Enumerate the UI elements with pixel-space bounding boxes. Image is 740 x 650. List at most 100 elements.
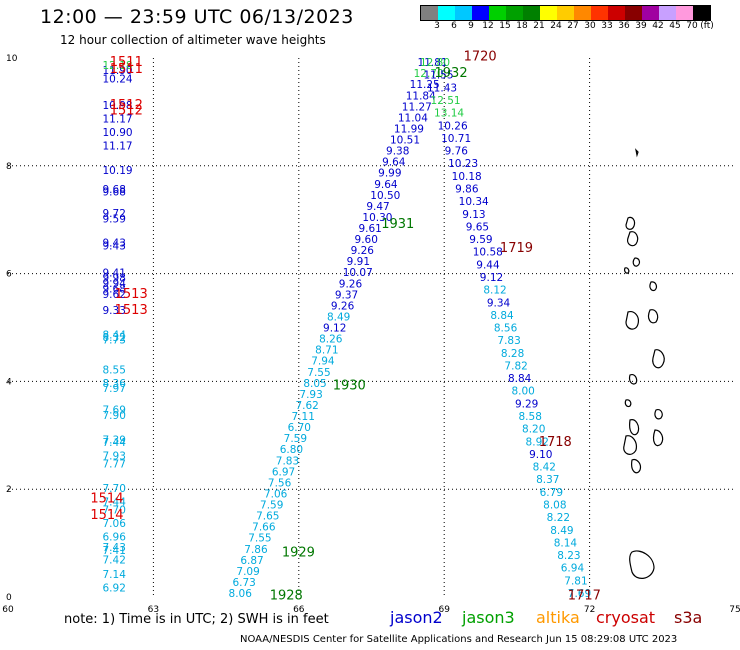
colorbar-swatch	[591, 6, 608, 20]
colorbar-swatch	[659, 6, 676, 20]
colorbar-label: 36	[618, 21, 630, 31]
wave-height-value: 7.55	[307, 367, 330, 379]
wave-height-value: 7.81	[564, 575, 587, 587]
wave-height-value: 9.43	[103, 240, 126, 252]
island-outline	[624, 399, 632, 408]
colorbar-swatch	[472, 6, 489, 20]
wave-height-value: 9.98	[103, 273, 126, 285]
wave-height-value: 10.58	[473, 247, 503, 259]
wave-height-value: 8.22	[547, 512, 570, 524]
wave-height-value: 9.12	[323, 323, 346, 335]
wave-height-value: 6.80	[280, 444, 303, 456]
pass-time-label: 1720	[464, 50, 497, 65]
wave-height-value: 9.64	[382, 157, 406, 169]
wave-height-value: 8.84	[490, 310, 514, 322]
wave-height-value: 9.41	[103, 267, 126, 279]
colorbar-swatch	[642, 6, 659, 20]
colorbar-label: 3	[434, 21, 440, 31]
footnote: note: 1) Time is in UTC; 2) SWH is in fe…	[64, 612, 329, 627]
wave-height-value: 10.24	[103, 73, 133, 85]
colorbar-swatch	[421, 6, 438, 20]
wave-height-value: 9.43	[103, 238, 126, 250]
y-tick-label: 4	[6, 377, 12, 387]
wave-height-value: 8.05	[303, 378, 326, 390]
wave-height-value: 11.81	[418, 57, 448, 69]
colorbar-swatch	[489, 6, 506, 20]
colorbar-label: 15	[499, 21, 511, 31]
wave-height-value: 8.00	[511, 386, 534, 398]
pass-time-label: 1928	[270, 589, 303, 604]
wave-height-colorbar	[420, 5, 711, 21]
x-tick-label: 69	[438, 605, 450, 615]
wave-height-value: 7.69	[568, 588, 591, 600]
wave-height-value: 9.33	[103, 305, 126, 317]
wave-height-value: 7.41	[103, 545, 126, 557]
colorbar-label: 9	[468, 21, 474, 31]
wave-height-value: 11.17	[103, 114, 133, 126]
wave-height-value: 7.44	[103, 496, 127, 508]
pass-time-label: 1512	[110, 104, 143, 119]
wave-height-value: 8.49	[327, 311, 350, 323]
island-outline	[623, 435, 637, 455]
credit-line: NOAA/NESDIS Center for Satellite Applica…	[240, 634, 678, 645]
pass-time-label: 1511	[110, 62, 143, 77]
wave-height-value: 8.71	[315, 345, 338, 357]
island-outline	[635, 148, 639, 158]
colorbar-label: 24	[550, 21, 562, 31]
x-tick-label: 66	[293, 605, 305, 615]
wave-height-value: 8.49	[550, 525, 573, 537]
wave-height-value: 8.08	[543, 500, 566, 512]
wave-height-value: 10.90	[103, 127, 133, 139]
wave-height-value: 8.84	[508, 373, 532, 385]
island-outline	[647, 309, 659, 324]
wave-height-value: 9.34	[487, 297, 511, 309]
wave-height-value: 7.82	[504, 360, 527, 372]
wave-height-value: 7.43	[103, 542, 126, 554]
colorbar-swatch	[557, 6, 574, 20]
wave-height-value: 12.51	[431, 95, 461, 107]
colorbar-label: 6	[451, 21, 457, 31]
pass-time-label: 1719	[500, 241, 533, 256]
wave-height-value: 11.99	[394, 123, 424, 135]
wave-height-value: 8.56	[494, 323, 518, 335]
wave-height-value: 8.06	[229, 588, 253, 600]
colorbar-swatch	[625, 6, 642, 20]
wave-height-value: 9.68	[103, 186, 126, 198]
x-tick-label: 60	[2, 605, 14, 615]
wave-height-value: 12.70	[414, 68, 444, 80]
wave-height-value: 7.11	[292, 411, 315, 423]
colorbar-swatch	[523, 6, 540, 20]
wave-height-value: 6.73	[232, 577, 255, 589]
x-tick-label: 75	[729, 605, 740, 615]
wave-height-value: 9.59	[103, 213, 126, 225]
wave-height-value: 7.77	[103, 459, 126, 471]
wave-height-value: 8.58	[519, 411, 542, 423]
wave-height-value: 10.71	[441, 133, 471, 145]
pass-time-label: 1513	[115, 303, 148, 318]
legend-cryosat: cryosat	[596, 608, 656, 627]
wave-height-value: 9.60	[355, 234, 378, 246]
colorbar-label: 42	[652, 21, 664, 31]
wave-height-value: 9.68	[103, 184, 126, 196]
pass-time-label: 1931	[381, 217, 414, 232]
wave-height-value: 10.19	[103, 165, 133, 177]
wave-height-value: 9.26	[331, 300, 355, 312]
wave-height-value: 7.39	[103, 434, 126, 446]
island-outline	[625, 216, 636, 230]
wave-height-value: 7.42	[103, 555, 126, 567]
wave-height-value: 9.59	[469, 234, 492, 246]
wave-height-value: 11.25	[410, 79, 440, 91]
wave-height-value: 8.44	[103, 329, 127, 341]
y-tick-label: 2	[6, 485, 12, 495]
pass-time-label: 1718	[539, 435, 572, 450]
wave-height-value: 7.09	[236, 566, 259, 578]
pass-time-label: 1514	[90, 508, 123, 523]
wave-height-value: 8.20	[522, 424, 545, 436]
wave-height-value: 6.92	[103, 583, 126, 595]
wave-height-value: 9.29	[515, 398, 538, 410]
wave-height-value: 7.86	[244, 544, 268, 556]
wave-height-value: 9.65	[466, 221, 489, 233]
wave-height-value: 11.17	[103, 141, 133, 153]
wave-height-value: 9.12	[480, 272, 503, 284]
